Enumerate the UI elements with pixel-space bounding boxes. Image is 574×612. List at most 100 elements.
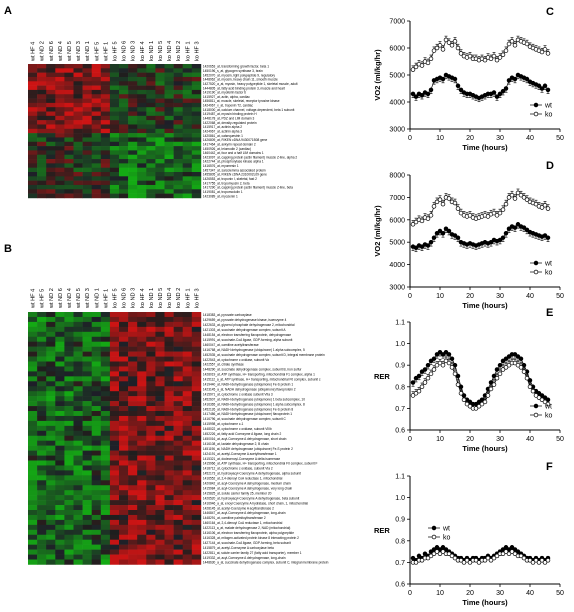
heatmap-panel-b: Bwt HF 4 wt HF 5 wt ND 2 wt ND 6 wt ND 4 wt N… xyxy=(4,243,329,565)
heatmap-cell xyxy=(91,167,102,173)
heatmap-cell xyxy=(55,341,65,347)
heatmap-cell xyxy=(146,470,156,476)
heatmap-cell xyxy=(119,115,129,121)
heatmap-cell xyxy=(119,406,129,412)
heatmap-cell xyxy=(146,430,156,437)
heatmap-cell xyxy=(164,386,174,392)
heatmap-cell xyxy=(137,455,147,461)
heatmap-row-label: 1415917_at, actinin alpha 2 xyxy=(203,125,242,129)
data-point-ko xyxy=(527,384,533,390)
heatmap-cell xyxy=(37,64,47,69)
heatmap-cell xyxy=(119,430,129,437)
heatmap-cell xyxy=(82,440,92,446)
heatmap-cell xyxy=(109,411,120,417)
heatmap-cell xyxy=(109,163,120,168)
heatmap-cell xyxy=(37,539,47,545)
heatmap-cell xyxy=(191,415,202,422)
heatmap-cell xyxy=(64,111,74,117)
data-point-ko xyxy=(413,391,419,396)
heatmap-cell xyxy=(109,500,120,506)
heatmap-cell xyxy=(128,554,138,560)
heatmap-cell xyxy=(173,455,183,461)
heatmap-cell xyxy=(28,154,38,160)
heatmap-cell xyxy=(146,406,156,412)
heatmap-cell xyxy=(64,519,74,526)
data-point-wt xyxy=(503,86,509,91)
heatmap-cell xyxy=(73,81,83,86)
heatmap-cell xyxy=(64,500,74,506)
heatmap-cell xyxy=(191,470,202,476)
heatmap-cell xyxy=(28,539,38,545)
heatmap-cell xyxy=(128,490,138,496)
data-point-ko xyxy=(542,47,548,52)
heatmap-cell xyxy=(191,406,202,412)
heatmap-cell xyxy=(55,321,65,328)
heatmap-cell xyxy=(128,411,138,417)
heatmap-cell xyxy=(46,336,56,342)
heatmap-cell xyxy=(109,167,120,173)
data-point-ko xyxy=(428,56,434,62)
heatmap-cell xyxy=(191,341,202,347)
heatmap-cell xyxy=(28,445,38,451)
heatmap-cell xyxy=(37,559,47,565)
heatmap-cell xyxy=(128,94,138,99)
heatmap-cell xyxy=(164,371,174,377)
data-point-wt xyxy=(419,92,425,98)
heatmap-cell xyxy=(28,64,38,69)
heatmap-cell xyxy=(64,391,74,397)
heatmap-cell xyxy=(164,76,174,82)
data-point-ko xyxy=(527,557,533,563)
heatmap-cell xyxy=(91,445,102,451)
heatmap-cell xyxy=(109,150,120,156)
heatmap-cell xyxy=(55,81,65,86)
heatmap-row-label: 1423089_at, myozenin 1 xyxy=(203,194,238,198)
heatmap-column-label: ko ND 6 xyxy=(122,288,128,308)
heatmap-row-label: 1422557_at, citrate synthase xyxy=(203,363,244,367)
heatmap-cell xyxy=(46,341,56,347)
heatmap-cell xyxy=(37,381,47,387)
heatmap-cell xyxy=(191,146,202,151)
heatmap-cell xyxy=(128,64,138,69)
heatmap-cell xyxy=(146,172,156,177)
heatmap-cell xyxy=(146,401,156,407)
heatmap-cell xyxy=(119,420,129,427)
heatmap-cell xyxy=(91,128,102,134)
heatmap-cell xyxy=(164,133,174,138)
heatmap-cell xyxy=(119,85,129,91)
heatmap-cell xyxy=(119,549,129,555)
heatmap-cell xyxy=(173,68,183,73)
heatmap-cell xyxy=(191,430,202,437)
data-point-ko xyxy=(533,557,539,563)
heatmap-row-label: 1417464_at, ankyrin repeat domain 2 xyxy=(203,142,256,146)
x-tick-label: 20 xyxy=(466,590,474,597)
heatmap-cell xyxy=(64,81,74,86)
heatmap-cell xyxy=(46,445,56,451)
heatmap-cell xyxy=(191,326,202,333)
heatmap-cell xyxy=(155,415,165,422)
x-tick-label: 50 xyxy=(556,135,564,142)
heatmap-cell xyxy=(64,321,74,328)
heatmap-cell xyxy=(137,500,147,506)
heatmap-cell xyxy=(91,440,102,446)
heatmap-cell xyxy=(164,519,174,526)
heatmap-cell xyxy=(137,64,147,69)
heatmap-cell xyxy=(164,107,174,112)
heatmap-cell xyxy=(28,341,38,347)
heatmap-cell xyxy=(64,401,74,407)
heatmap-cell xyxy=(146,111,156,117)
heatmap-cell xyxy=(91,534,102,540)
heatmap-cell xyxy=(73,381,83,387)
data-point-ko xyxy=(467,403,473,409)
heatmap-cell xyxy=(173,336,183,342)
heatmap-cell xyxy=(46,406,56,412)
data-point-ko xyxy=(542,399,548,405)
heatmap-cell xyxy=(109,102,120,108)
heatmap-cell xyxy=(191,94,202,99)
x-tick-label: 50 xyxy=(556,590,564,597)
heatmap-cell xyxy=(173,371,183,377)
heatmap-cell xyxy=(155,539,165,545)
heatmap-cell xyxy=(182,189,193,194)
heatmap-cell xyxy=(164,559,174,565)
heatmap-cell xyxy=(173,450,183,456)
heatmap-cell xyxy=(46,124,56,130)
